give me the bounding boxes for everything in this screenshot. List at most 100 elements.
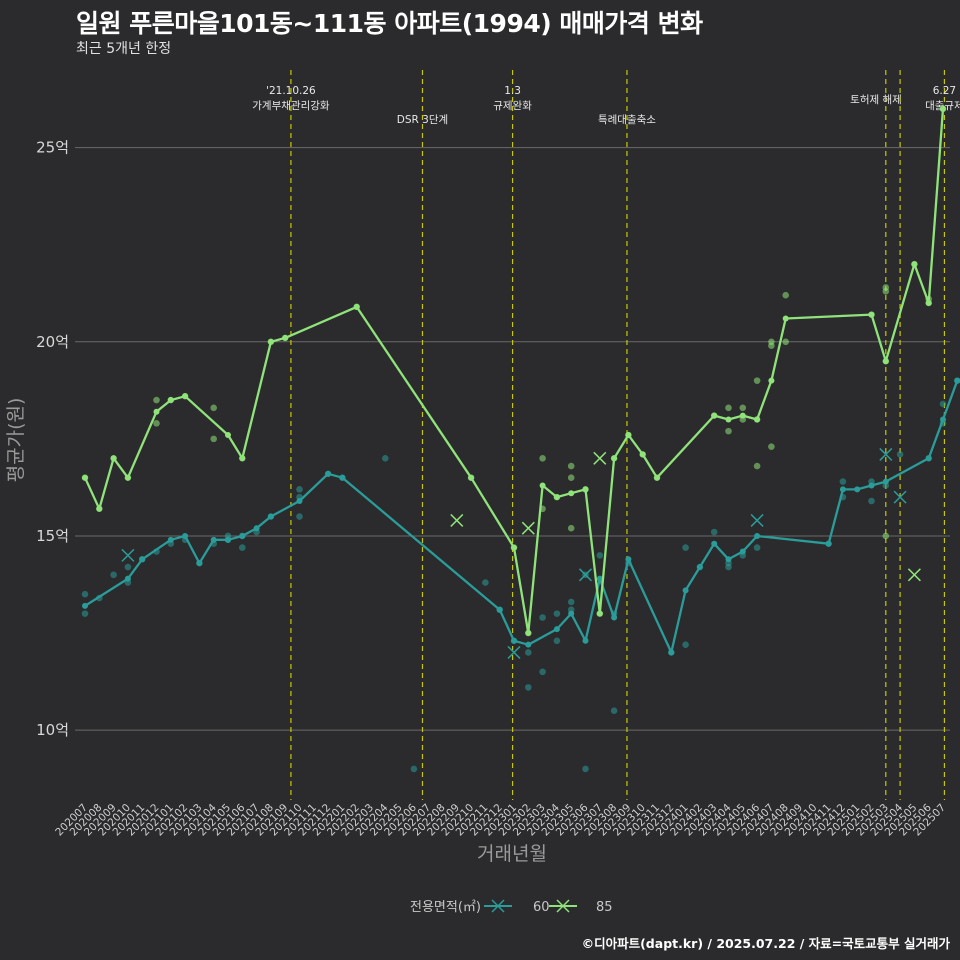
line-point: [654, 474, 660, 481]
legend: 전용면적(㎡) 60 85: [410, 899, 613, 915]
cross-marker: [578, 568, 593, 582]
line-point: [754, 532, 761, 539]
data-point: [882, 532, 890, 540]
cross-marker: [907, 568, 921, 582]
line-point: [511, 637, 517, 644]
data-point: [296, 513, 303, 520]
line-point: [167, 397, 174, 404]
data-point: [110, 571, 117, 579]
line-point: [267, 338, 274, 345]
data-point: [768, 443, 775, 450]
data-point: [839, 478, 847, 485]
line-point: [82, 474, 88, 481]
line-point: [940, 416, 946, 423]
line-point: [739, 412, 746, 419]
line-point: [568, 610, 575, 617]
line-point: [267, 513, 274, 520]
y-axis-label: 평균가(원): [5, 398, 27, 483]
cross-marker: [121, 548, 135, 562]
data-point: [725, 404, 732, 412]
series-line-85: [83, 108, 945, 635]
line-point: [539, 482, 546, 489]
legend-label-85: 85: [596, 900, 613, 915]
line-point: [782, 315, 789, 322]
line-point: [725, 556, 732, 563]
data-point: [539, 614, 546, 621]
line-point: [854, 486, 861, 493]
line-point: [954, 377, 960, 384]
data-point: [210, 404, 217, 412]
line-point: [110, 455, 117, 462]
data-point: [768, 338, 775, 346]
series-60: [81, 377, 960, 773]
data-point: [567, 462, 575, 470]
data-point: [610, 707, 618, 714]
data-point: [896, 451, 904, 458]
line-point: [139, 556, 146, 563]
line-point: [625, 432, 632, 438]
event-label: 특례대출축소: [598, 114, 656, 126]
legend-label-60: 60: [533, 900, 550, 915]
line-point: [611, 455, 618, 462]
y-tick-label: 10억: [36, 721, 69, 739]
line-point: [568, 490, 575, 497]
line-point: [239, 532, 246, 539]
line-point: [696, 564, 703, 571]
x-axis-label: 거래년월: [477, 843, 547, 865]
data-point: [710, 528, 718, 536]
data-point: [868, 497, 875, 505]
data-point: [81, 610, 89, 617]
data-point: [582, 765, 589, 773]
data-point: [939, 400, 947, 408]
line-point: [253, 525, 260, 532]
data-point: [567, 474, 575, 482]
source-caption: ©디아파트(dapt.kr) / 2025.07.22 / 자료=국토교통부 실…: [581, 936, 950, 951]
line-point: [496, 606, 503, 613]
legend-title: 전용면적(㎡): [410, 900, 481, 915]
line-point: [525, 630, 532, 637]
y-tick-label: 15억: [36, 527, 69, 545]
line-point: [940, 105, 946, 112]
line-point: [839, 486, 846, 493]
line-point: [553, 626, 560, 633]
line-point: [596, 610, 603, 617]
data-point: [539, 454, 546, 462]
cross-marker: [521, 521, 535, 535]
line-point: [582, 637, 589, 644]
line-point: [711, 412, 718, 419]
cross-marker: [593, 451, 607, 465]
data-point: [525, 649, 532, 656]
event-label: '21.10.26 가계부채관리강화: [252, 85, 330, 112]
legend-key-cross: [491, 899, 505, 913]
data-point: [567, 524, 575, 532]
line-point: [325, 470, 332, 477]
y-tick-label: 25억: [36, 139, 69, 157]
line-point: [668, 649, 675, 656]
data-point: [753, 462, 761, 470]
data-point: [525, 684, 532, 691]
line-point: [296, 498, 303, 505]
line-point: [196, 560, 203, 567]
line-point: [225, 432, 231, 438]
line-point: [282, 334, 289, 341]
data-point: [782, 338, 789, 346]
data-point: [210, 435, 217, 443]
line-point: [639, 451, 646, 458]
line-point: [153, 408, 160, 415]
data-point: [482, 579, 489, 586]
line-point: [553, 494, 560, 501]
data-point: [153, 420, 160, 427]
data-point: [882, 284, 890, 291]
line-point: [353, 303, 360, 310]
line-point: [682, 587, 689, 594]
cross-marker: [507, 645, 521, 659]
data-point: [553, 610, 561, 617]
line-point: [625, 556, 632, 563]
data-point: [153, 396, 160, 404]
line-point: [124, 474, 131, 481]
line-point: [596, 575, 603, 582]
data-point: [739, 404, 747, 412]
line-point: [511, 544, 517, 551]
data-point: [81, 590, 89, 598]
data-point: [296, 486, 303, 493]
